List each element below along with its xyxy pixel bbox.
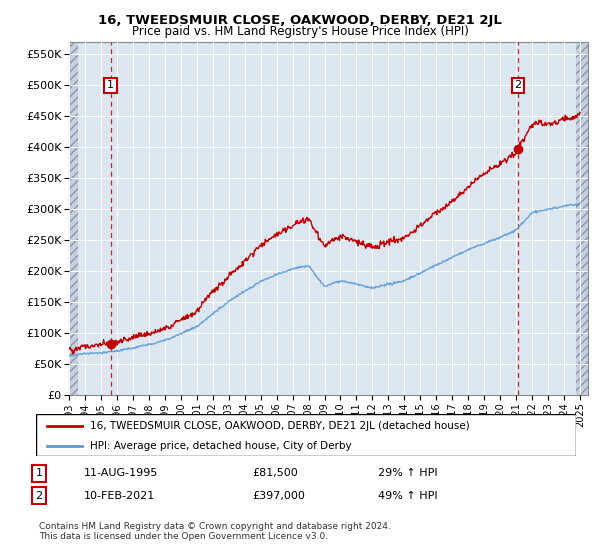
Text: 2: 2 [35,491,43,501]
Text: £397,000: £397,000 [252,491,305,501]
Text: 2: 2 [514,80,521,90]
Text: 1: 1 [107,80,114,90]
Bar [69,42,78,395]
Text: Contains HM Land Registry data © Crown copyright and database right 2024.
This d: Contains HM Land Registry data © Crown c… [39,522,391,542]
Text: £81,500: £81,500 [252,468,298,478]
Text: 16, TWEEDSMUIR CLOSE, OAKWOOD, DERBY, DE21 2JL (detached house): 16, TWEEDSMUIR CLOSE, OAKWOOD, DERBY, DE… [90,421,470,431]
Text: Price paid vs. HM Land Registry's House Price Index (HPI): Price paid vs. HM Land Registry's House … [131,25,469,38]
Text: 16, TWEEDSMUIR CLOSE, OAKWOOD, DERBY, DE21 2JL: 16, TWEEDSMUIR CLOSE, OAKWOOD, DERBY, DE… [98,14,502,27]
Text: 29% ↑ HPI: 29% ↑ HPI [378,468,437,478]
Text: 10-FEB-2021: 10-FEB-2021 [84,491,155,501]
Bar [576,42,588,395]
Text: HPI: Average price, detached house, City of Derby: HPI: Average price, detached house, City… [90,441,352,451]
Text: 49% ↑ HPI: 49% ↑ HPI [378,491,437,501]
Text: 11-AUG-1995: 11-AUG-1995 [84,468,158,478]
Text: 1: 1 [35,468,43,478]
